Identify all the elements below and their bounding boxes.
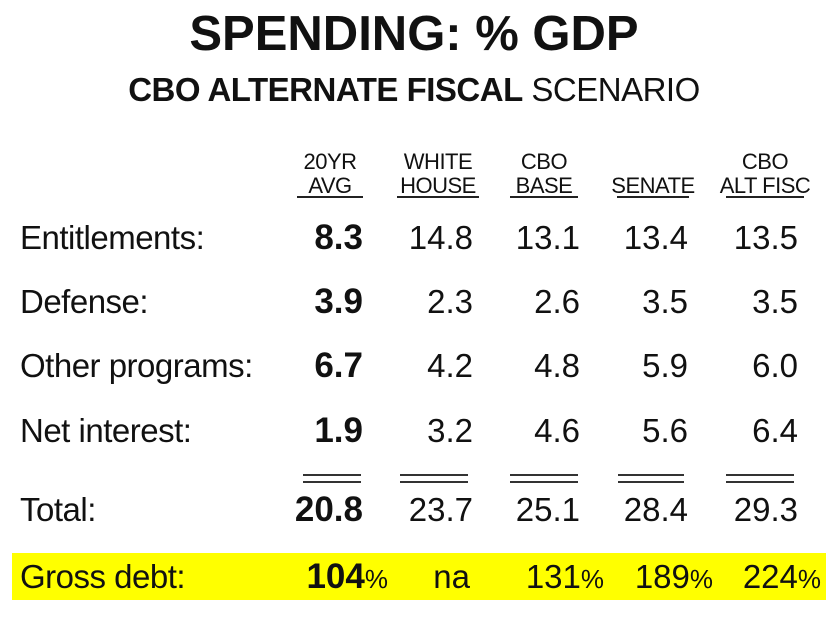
cell-net-interest-senate: 5.6	[642, 412, 688, 449]
cell-entitlements-senate: 13.4	[623, 219, 688, 256]
cell-other-programs-white-house: 4.2	[427, 347, 473, 384]
gross-debt-cbo-base-unit: %	[580, 564, 604, 594]
gross-debt-avg-value: 104	[306, 557, 365, 596]
cell-other-programs-cbo-base: 4.8	[534, 347, 580, 384]
cell-other-programs-senate: 5.9	[642, 347, 688, 384]
gross-debt-highlight	[12, 553, 826, 600]
column-header-line1: WHITE	[403, 149, 473, 174]
cell-defense-cbo-alt-fisc: 3.5	[752, 283, 798, 320]
column-header-cbo-alt-fisc: CBO ALT FISC	[716, 138, 814, 198]
gross-debt-cbo-alt-fisc-unit: %	[797, 564, 821, 594]
column-underline	[726, 196, 804, 198]
cell-net-interest-cbo-base: 4.6	[534, 412, 580, 449]
cell-gross-debt-cbo-base: 131%	[526, 557, 604, 599]
column-header-line1: 20YR	[303, 149, 357, 174]
gross-debt-senate-unit: %	[689, 564, 713, 594]
cell-defense-cbo-base: 2.6	[534, 283, 580, 320]
column-header-line1: CBO	[520, 149, 568, 174]
cell-total-senate: 28.4	[623, 491, 688, 528]
total-rule-cbo-base	[510, 474, 578, 483]
row-label-other-programs: Other programs:	[20, 347, 253, 384]
column-header-line2: SENATE	[611, 173, 695, 198]
cell-gross-debt-avg: 104%	[306, 557, 388, 599]
cell-entitlements-avg: 8.3	[314, 218, 363, 257]
chart-title: SPENDING: % GDP	[189, 7, 639, 61]
cell-entitlements-white-house: 14.8	[408, 219, 473, 256]
column-header-line2: ALT FISC	[719, 173, 811, 198]
gross-debt-senate-value: 189	[634, 558, 690, 595]
total-rule-avg	[303, 474, 361, 483]
column-header-line1: CBO	[741, 149, 789, 174]
cell-total-cbo-alt-fisc: 29.3	[733, 491, 798, 528]
row-label-net-interest: Net interest:	[20, 412, 192, 449]
row-label-entitlements: Entitlements:	[20, 219, 205, 256]
column-underline	[617, 196, 689, 198]
column-underline	[297, 196, 363, 198]
total-rule-senate	[618, 474, 684, 483]
row-label-gross-debt: Gross debt:	[20, 558, 186, 595]
gross-debt-cbo-base-value: 131	[525, 558, 581, 595]
gross-debt-cbo-alt-fisc-value: 224	[742, 558, 798, 595]
cell-total-cbo-base: 25.1	[515, 491, 580, 528]
cell-defense-avg: 3.9	[314, 282, 363, 321]
cell-defense-white-house: 2.3	[427, 283, 473, 320]
cell-gross-debt-white-house: na	[433, 557, 470, 599]
column-header-line2: AVG	[308, 173, 352, 198]
column-header-line2: BASE	[515, 173, 573, 198]
cell-total-white-house: 23.7	[408, 491, 473, 528]
cell-entitlements-cbo-base: 13.1	[515, 219, 580, 256]
column-header-senate: SENATE	[607, 138, 699, 198]
cell-entitlements-cbo-alt-fisc: 13.5	[733, 219, 798, 256]
cell-gross-debt-cbo-alt-fisc: 224%	[743, 557, 821, 599]
column-header-20yr-avg: 20YR AVG	[297, 138, 363, 198]
column-underline	[510, 196, 578, 198]
total-rule-white-house	[400, 474, 468, 483]
cell-other-programs-cbo-alt-fisc: 6.0	[752, 347, 798, 384]
cell-defense-senate: 3.5	[642, 283, 688, 320]
cell-net-interest-white-house: 3.2	[427, 412, 473, 449]
column-header-line2: HOUSE	[400, 173, 476, 198]
gross-debt-avg-unit: %	[364, 564, 388, 594]
chart-subtitle: CBO ALTERNATE FISCAL SCENARIO	[0, 70, 828, 110]
subtitle-bold: CBO ALTERNATE FISCAL	[128, 71, 523, 108]
subtitle-light: SCENARIO	[531, 71, 700, 108]
cell-other-programs-avg: 6.7	[314, 346, 363, 385]
cell-total-avg: 20.8	[294, 490, 363, 529]
column-underline	[397, 196, 479, 198]
total-rule-cbo-alt-fisc	[726, 474, 794, 483]
gross-debt-white-house-value: na	[433, 558, 470, 595]
row-label-defense: Defense:	[20, 283, 149, 320]
row-label-total: Total:	[20, 491, 96, 528]
cell-gross-debt-senate: 189%	[635, 557, 713, 599]
cell-net-interest-cbo-alt-fisc: 6.4	[752, 412, 798, 449]
cell-net-interest-avg: 1.9	[314, 411, 363, 450]
column-header-white-house: WHITE HOUSE	[397, 138, 479, 198]
column-header-cbo-base: CBO BASE	[510, 138, 578, 198]
